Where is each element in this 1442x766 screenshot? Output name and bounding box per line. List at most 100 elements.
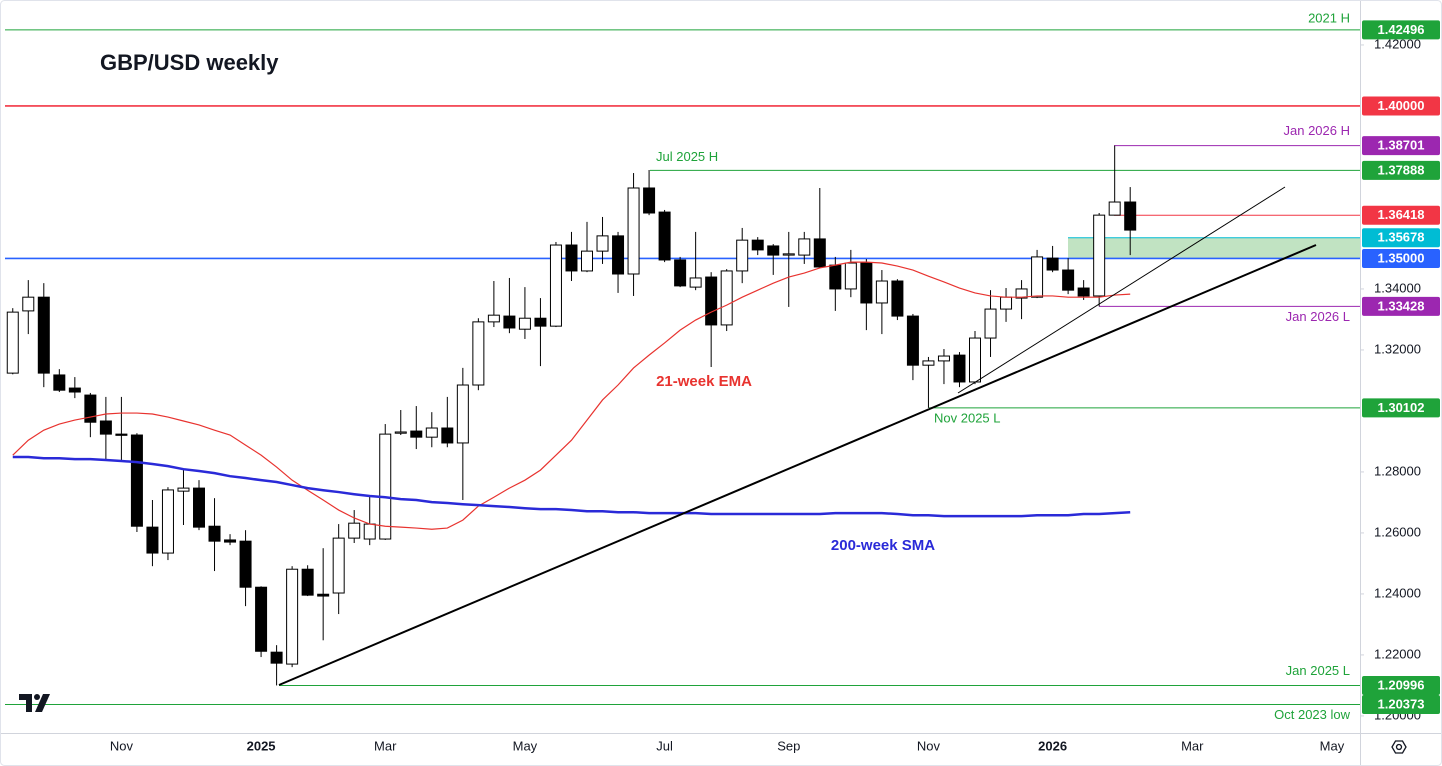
candle-body (612, 235, 625, 275)
candle-body (84, 394, 97, 423)
y-tick-label: 1.32000 (1374, 341, 1421, 356)
candle-body (751, 239, 764, 251)
candle-body (208, 525, 221, 542)
candle-body (720, 270, 733, 326)
candle-body (456, 384, 469, 444)
support-zone (1068, 237, 1360, 259)
candle-body (534, 317, 547, 327)
x-tick-label: Sep (777, 738, 800, 753)
candle-body (1015, 288, 1028, 299)
line-label: 200-week SMA (831, 537, 935, 554)
price-box (1362, 676, 1440, 696)
trend-line (957, 186, 1286, 394)
candle-body (782, 253, 795, 256)
candle-body (1062, 269, 1075, 291)
candle-body (658, 211, 671, 261)
candle-body (1077, 287, 1090, 297)
candle-body (581, 250, 593, 272)
candle-body (177, 487, 190, 492)
candle-body (37, 296, 50, 374)
candle-body (643, 187, 656, 214)
y-tick-label: 1.34000 (1374, 280, 1421, 295)
candle-body (255, 586, 268, 652)
y-tick-label: 1.26000 (1374, 524, 1421, 539)
candle-body (270, 651, 283, 664)
candle-body (332, 537, 345, 594)
level-label: Jan 2026 L (1286, 309, 1350, 324)
candle-body (953, 354, 966, 383)
candle-body (99, 420, 112, 435)
candle-body (767, 245, 780, 256)
sma-line (12, 455, 1131, 518)
candle-body (969, 337, 981, 383)
candle-body (596, 235, 609, 252)
price-box (1362, 228, 1440, 248)
tradingview-logo (19, 694, 50, 712)
price-box (1362, 96, 1440, 116)
price-box-label: 1.40000 (1378, 98, 1425, 113)
candle-body (1046, 257, 1059, 271)
candle-body (518, 317, 531, 330)
candle-body (984, 308, 997, 339)
candle-body (503, 315, 516, 329)
x-tick-label: Jul (656, 738, 673, 753)
price-box (1362, 20, 1440, 40)
candle-body (937, 355, 950, 362)
price-box-label: 1.36418 (1378, 207, 1425, 222)
candle-body (22, 296, 35, 312)
candle-body (1093, 214, 1106, 297)
x-tick-label: Nov (917, 738, 941, 753)
candle-body (798, 238, 811, 256)
candle-body (286, 568, 299, 665)
candle-body (674, 259, 687, 287)
price-box-label: 1.33428 (1378, 298, 1425, 313)
x-tick-label: May (1320, 738, 1345, 753)
candle-body (829, 264, 842, 290)
candle-body (53, 374, 66, 391)
line-label: 21-week EMA (656, 373, 752, 390)
trend-line (278, 244, 1317, 686)
candle-body (1124, 201, 1137, 231)
price-box-label: 1.30102 (1378, 400, 1425, 415)
price-box-label: 1.38701 (1378, 138, 1425, 153)
plot-area (5, 29, 1360, 706)
y-tick-label: 1.42000 (1374, 36, 1421, 51)
price-box-label: 1.20996 (1378, 677, 1425, 692)
candle-body (425, 427, 438, 438)
candle-body (348, 522, 361, 539)
candle-body (906, 315, 919, 366)
price-box (1362, 296, 1440, 316)
y-tick-label: 1.28000 (1374, 463, 1421, 478)
candle-body (317, 593, 330, 597)
candle-body (1000, 296, 1013, 310)
price-box-label: 1.42496 (1378, 22, 1425, 37)
candle-body (1031, 256, 1044, 298)
candle-body (472, 321, 485, 386)
y-tick-label: 1.22000 (1374, 646, 1421, 661)
x-tick-label: Mar (374, 738, 397, 753)
candle-body (410, 430, 423, 438)
candle-body (922, 360, 935, 366)
candle-body (239, 540, 252, 588)
candle-body (224, 539, 237, 543)
candle-body (161, 489, 174, 554)
candle-body (487, 314, 500, 323)
candle-body (115, 433, 128, 436)
price-box (1362, 398, 1440, 418)
price-box (1362, 205, 1440, 225)
candle-body (193, 487, 205, 528)
price-box-label: 1.37888 (1378, 162, 1425, 177)
settings-button[interactable] (1391, 740, 1407, 754)
candle-body (813, 238, 826, 268)
candle-body (379, 433, 392, 540)
price-box-label: 1.35678 (1378, 230, 1425, 245)
candle-body (363, 523, 376, 540)
candle-body (6, 311, 19, 374)
level-label: Jan 2025 L (1286, 663, 1350, 678)
level-label: Nov 2025 L (934, 410, 1001, 425)
candle-body (860, 262, 873, 304)
x-tick-label: May (513, 738, 538, 753)
candle-body (705, 276, 718, 326)
